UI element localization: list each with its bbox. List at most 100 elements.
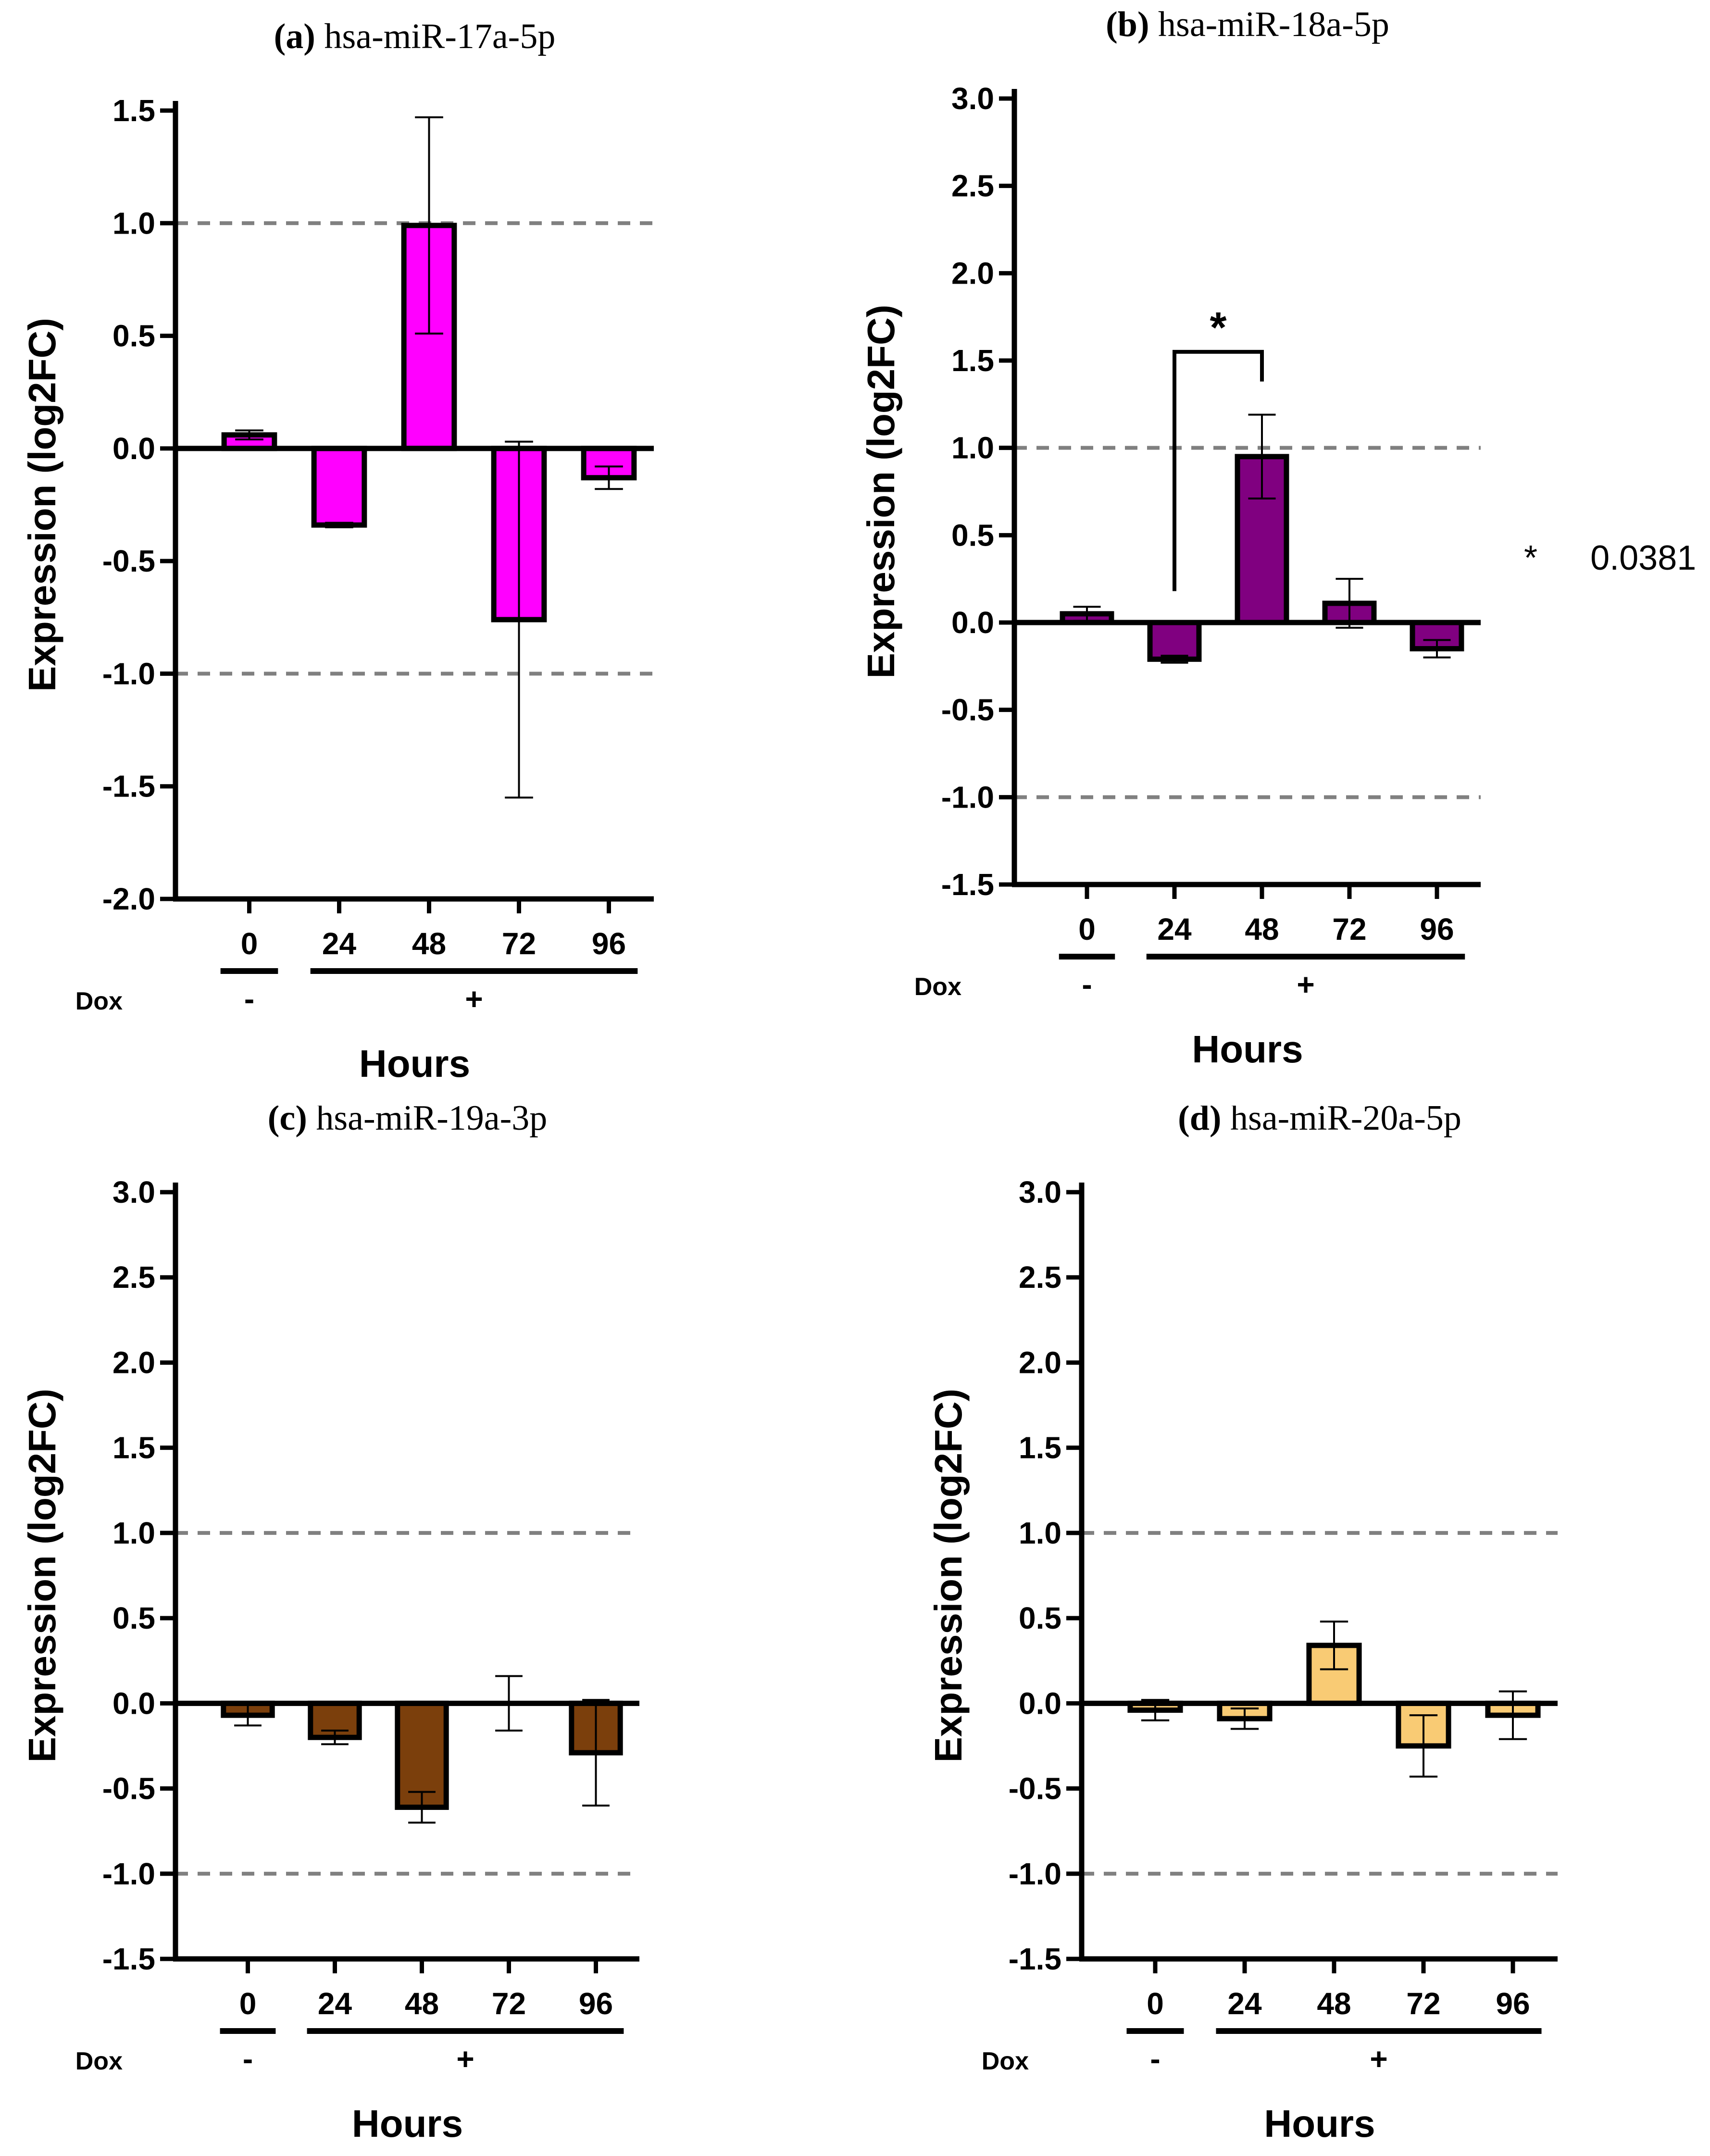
y-tick-label: -1.5 [102, 1942, 155, 1976]
y-tick-label: 1.0 [112, 206, 155, 240]
chart-c: (c) hsa-miR-19a-3p 3.0 2.5 2.0 1.5 1.0 0.5 0.0 -… [21, 1098, 639, 2145]
y-tick-label: 0.0 [112, 431, 155, 466]
x-axis-label: Hours [1192, 1028, 1303, 1071]
y-tick-label: -1.5 [1009, 1942, 1061, 1976]
y-tick-label: -1.0 [102, 1857, 155, 1891]
x-tick-label: 0 [1147, 1986, 1164, 2021]
dox-plus: + [1370, 2042, 1387, 2076]
x-tick-label: 0 [241, 926, 258, 961]
error-bar [582, 1699, 610, 1807]
x-tick-label: 48 [412, 926, 446, 961]
y-tick-label: 0.0 [1019, 1686, 1061, 1720]
y-tick-label: 2.0 [112, 1345, 155, 1380]
y-tick-label: -1.5 [102, 769, 155, 804]
x-tick-label: 72 [492, 1986, 526, 2021]
y-tick-label: 2.5 [112, 1260, 155, 1295]
dox-label: Dox [75, 987, 123, 1015]
panel-label: (d) [1178, 1106, 1230, 1138]
significance-bracket [1173, 349, 1264, 591]
y-tick-label: -1.5 [941, 867, 994, 902]
panel-title: (b) hsa-miR-18a-5p [1106, 5, 1389, 44]
y-tick-label: 0.0 [112, 1686, 155, 1720]
error-bar [1248, 413, 1276, 500]
panel-d: (d) hsa-miR-20a-5p 3.0 2.5 2.0 1.5 1.0 0.5 0.0 -… [846, 1098, 1710, 2156]
x-tick-label: 24 [322, 926, 357, 961]
panel-mirna-name: hsa-miR-19a-3p [316, 1106, 547, 1138]
x-tick-label: 48 [1245, 912, 1279, 947]
y-tick-label: 0.5 [112, 319, 155, 353]
y-axis-label: Expression (log2FC) [860, 305, 902, 679]
y-tick-label: 3.0 [1019, 1175, 1061, 1209]
panel-title: (a) hsa-miR-17a-5p [274, 17, 556, 56]
error-bar [1320, 1620, 1348, 1670]
y-tick-label: -0.5 [941, 693, 994, 727]
error-bar [1409, 1714, 1438, 1778]
y-tick-label: -1.0 [1009, 1857, 1061, 1891]
y-tick-label: 1.0 [112, 1516, 155, 1550]
panel-c: (c) hsa-miR-19a-3p 3.0 2.5 2.0 1.5 1.0 0.5 0.0 -… [0, 1098, 846, 2156]
x-tick-label: 96 [1496, 1986, 1530, 2021]
y-tick-label: 1.5 [112, 93, 155, 128]
error-bar [1423, 639, 1451, 659]
x-axis-label: Hours [359, 1042, 470, 1085]
bar [1147, 620, 1202, 662]
error-bar [1230, 1707, 1259, 1730]
x-tick-label: 0 [1078, 912, 1096, 947]
panel-b: (b) hsa-miR-18a-5p 3.0 2.5 2.0 1.5 1.0 0.5 0.0 -… [846, 0, 1710, 1108]
x-tick-label: 96 [1420, 912, 1454, 947]
error-bar [1498, 1690, 1527, 1740]
y-axis-label: Expression (log2FC) [927, 1389, 970, 1763]
dox-label: Dox [982, 2047, 1029, 2075]
significance-note: * 0.0381 [1524, 538, 1696, 578]
dox-plus: + [456, 2042, 474, 2076]
y-tick-label: -2.0 [102, 882, 155, 916]
chart-d: (d) hsa-miR-20a-5p 3.0 2.5 2.0 1.5 1.0 0.5 0.0 -… [927, 1098, 1558, 2145]
y-tick-label: 1.0 [1019, 1516, 1061, 1550]
x-tick-label: 24 [1227, 1986, 1262, 2021]
y-tick-label: -1.0 [102, 656, 155, 691]
x-axis-label: Hours [1264, 2102, 1375, 2145]
dox-minus: - [1082, 967, 1092, 1002]
x-tick-label: 48 [1317, 1986, 1351, 2021]
panel-mirna-name: hsa-miR-20a-5p [1230, 1106, 1461, 1138]
panel-title: (c) hsa-miR-19a-3p [268, 1106, 548, 1138]
x-tick-label: 96 [579, 1986, 613, 2021]
y-axis-label: Expression (log2FC) [21, 318, 63, 692]
y-tick-label: -0.5 [102, 1771, 155, 1806]
panel-a: (a) hsa-miR-17a-5p 1.5 1.0 0.5 0.0 -0.5 -1.0 -1… [0, 0, 846, 1108]
y-tick-label: 2.5 [951, 169, 994, 203]
x-axis-label: Hours [352, 2102, 463, 2145]
y-tick-label: -0.5 [102, 544, 155, 578]
x-tick-label: 24 [1157, 912, 1192, 947]
dox-minus: - [1150, 2042, 1160, 2076]
dox-label: Dox [914, 973, 961, 1001]
y-tick-label: 1.0 [951, 431, 994, 465]
x-tick-label: 24 [318, 1986, 352, 2021]
y-tick-label: 0.5 [951, 518, 994, 552]
y-tick-label: 2.0 [951, 256, 994, 290]
y-tick-label: 1.5 [112, 1431, 155, 1465]
error-bar [415, 116, 443, 335]
dox-plus: + [1297, 967, 1314, 1002]
x-tick-label: 72 [502, 926, 536, 961]
panel-label: (b) [1106, 5, 1158, 44]
error-bar [321, 1730, 349, 1745]
x-tick-label: 96 [592, 926, 626, 961]
error-bar [505, 440, 533, 799]
y-tick-label: 1.5 [1019, 1431, 1061, 1465]
y-axis-label: Expression (log2FC) [21, 1389, 63, 1763]
chart-a: (a) hsa-miR-17a-5p 1.5 1.0 0.5 0.0 -0.5 -1.0 -1… [21, 17, 654, 1085]
y-tick-label: 3.0 [112, 1175, 155, 1209]
y-tick-label: 0.5 [112, 1601, 155, 1635]
x-tick-label: 0 [239, 1986, 257, 2021]
significance-symbol: * [1524, 539, 1538, 577]
y-tick-label: 0.5 [1019, 1601, 1061, 1635]
x-tick-label: 72 [1406, 1986, 1440, 2021]
dox-label: Dox [75, 2047, 123, 2075]
y-tick-label: -0.5 [1009, 1771, 1061, 1806]
chart-b: (b) hsa-miR-18a-5p 3.0 2.5 2.0 1.5 1.0 0.5 0.0 -… [860, 5, 1481, 1071]
dox-minus: - [243, 2042, 253, 2076]
dox-minus: - [244, 982, 254, 1016]
error-bar [1336, 578, 1363, 629]
error-bar [408, 1791, 436, 1824]
